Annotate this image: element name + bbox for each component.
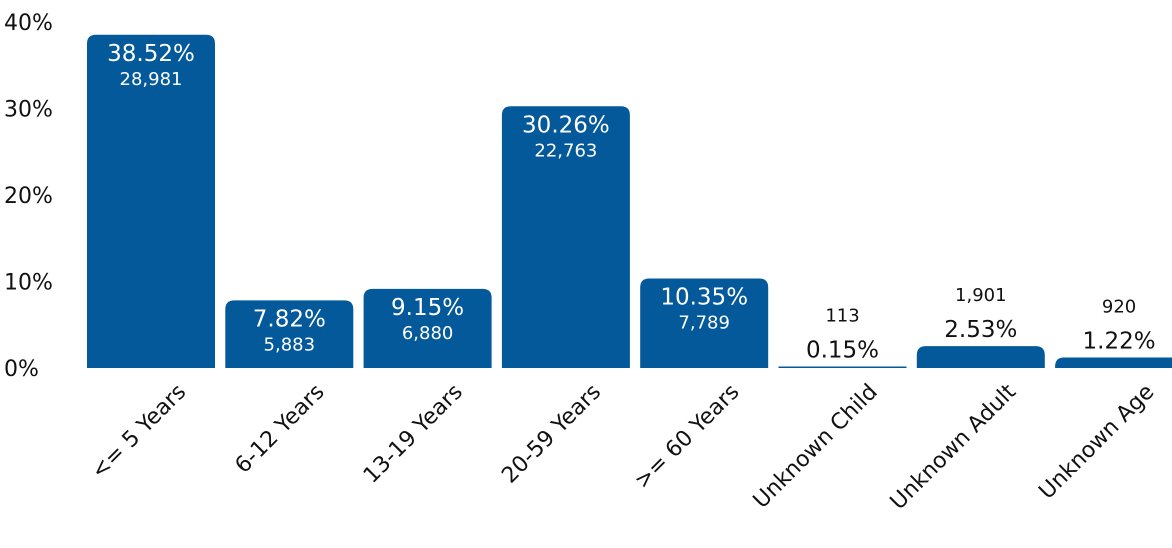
y-tick-label: 30% [4, 98, 53, 123]
bar [87, 34, 215, 368]
percent-label: 0.15% [806, 338, 879, 364]
percent-label: 30.26% [522, 112, 610, 138]
percent-label: 9.15% [391, 295, 464, 321]
y-tick-label: 10% [4, 271, 53, 296]
bars-group: 38.52%28,981 7.82%5,883 9.15%6,880 30.26%22… [87, 34, 1172, 368]
count-label: 7,789 [678, 312, 730, 333]
count-label: 1,901 [955, 285, 1007, 306]
y-axis: 0% 10% 20% 30% 40% [4, 11, 53, 382]
x-tick-label: 13-19 Years [359, 380, 468, 489]
bar [1055, 357, 1172, 368]
x-tick-label: >= 60 Years [630, 380, 744, 494]
y-tick-label: 40% [4, 11, 53, 36]
bar [501, 106, 630, 368]
percent-label: 7.82% [253, 306, 326, 332]
percent-label: 2.53% [944, 317, 1017, 343]
x-tick-label: <= 5 Years [87, 380, 192, 485]
count-label: 5,883 [264, 334, 316, 355]
x-tick-label: Unknown Age [1034, 380, 1159, 505]
percent-label: 10.35% [660, 284, 748, 310]
x-tick-label: 20-59 Years [497, 380, 606, 489]
bar [363, 288, 492, 368]
bar [225, 300, 354, 368]
y-tick-label: 0% [4, 357, 39, 382]
percent-label: 1.22% [1083, 328, 1156, 354]
count-label: 28,981 [120, 69, 183, 90]
x-tick-label: 6-12 Years [231, 380, 330, 479]
count-label: 22,763 [534, 140, 597, 161]
count-label: 113 [825, 306, 859, 327]
count-label: 920 [1102, 296, 1136, 317]
x-tick-label: Unknown Adult [886, 379, 1022, 515]
y-tick-label: 20% [4, 184, 53, 209]
bar [640, 278, 769, 368]
x-tick-label: Unknown Child [749, 380, 883, 514]
percent-label: 38.52% [107, 41, 195, 67]
count-label: 6,880 [402, 323, 454, 344]
bar [778, 366, 907, 368]
x-axis: <= 5 Years 6-12 Years 13-19 Years 20-59 Yea… [87, 379, 1160, 515]
bar [916, 346, 1045, 368]
